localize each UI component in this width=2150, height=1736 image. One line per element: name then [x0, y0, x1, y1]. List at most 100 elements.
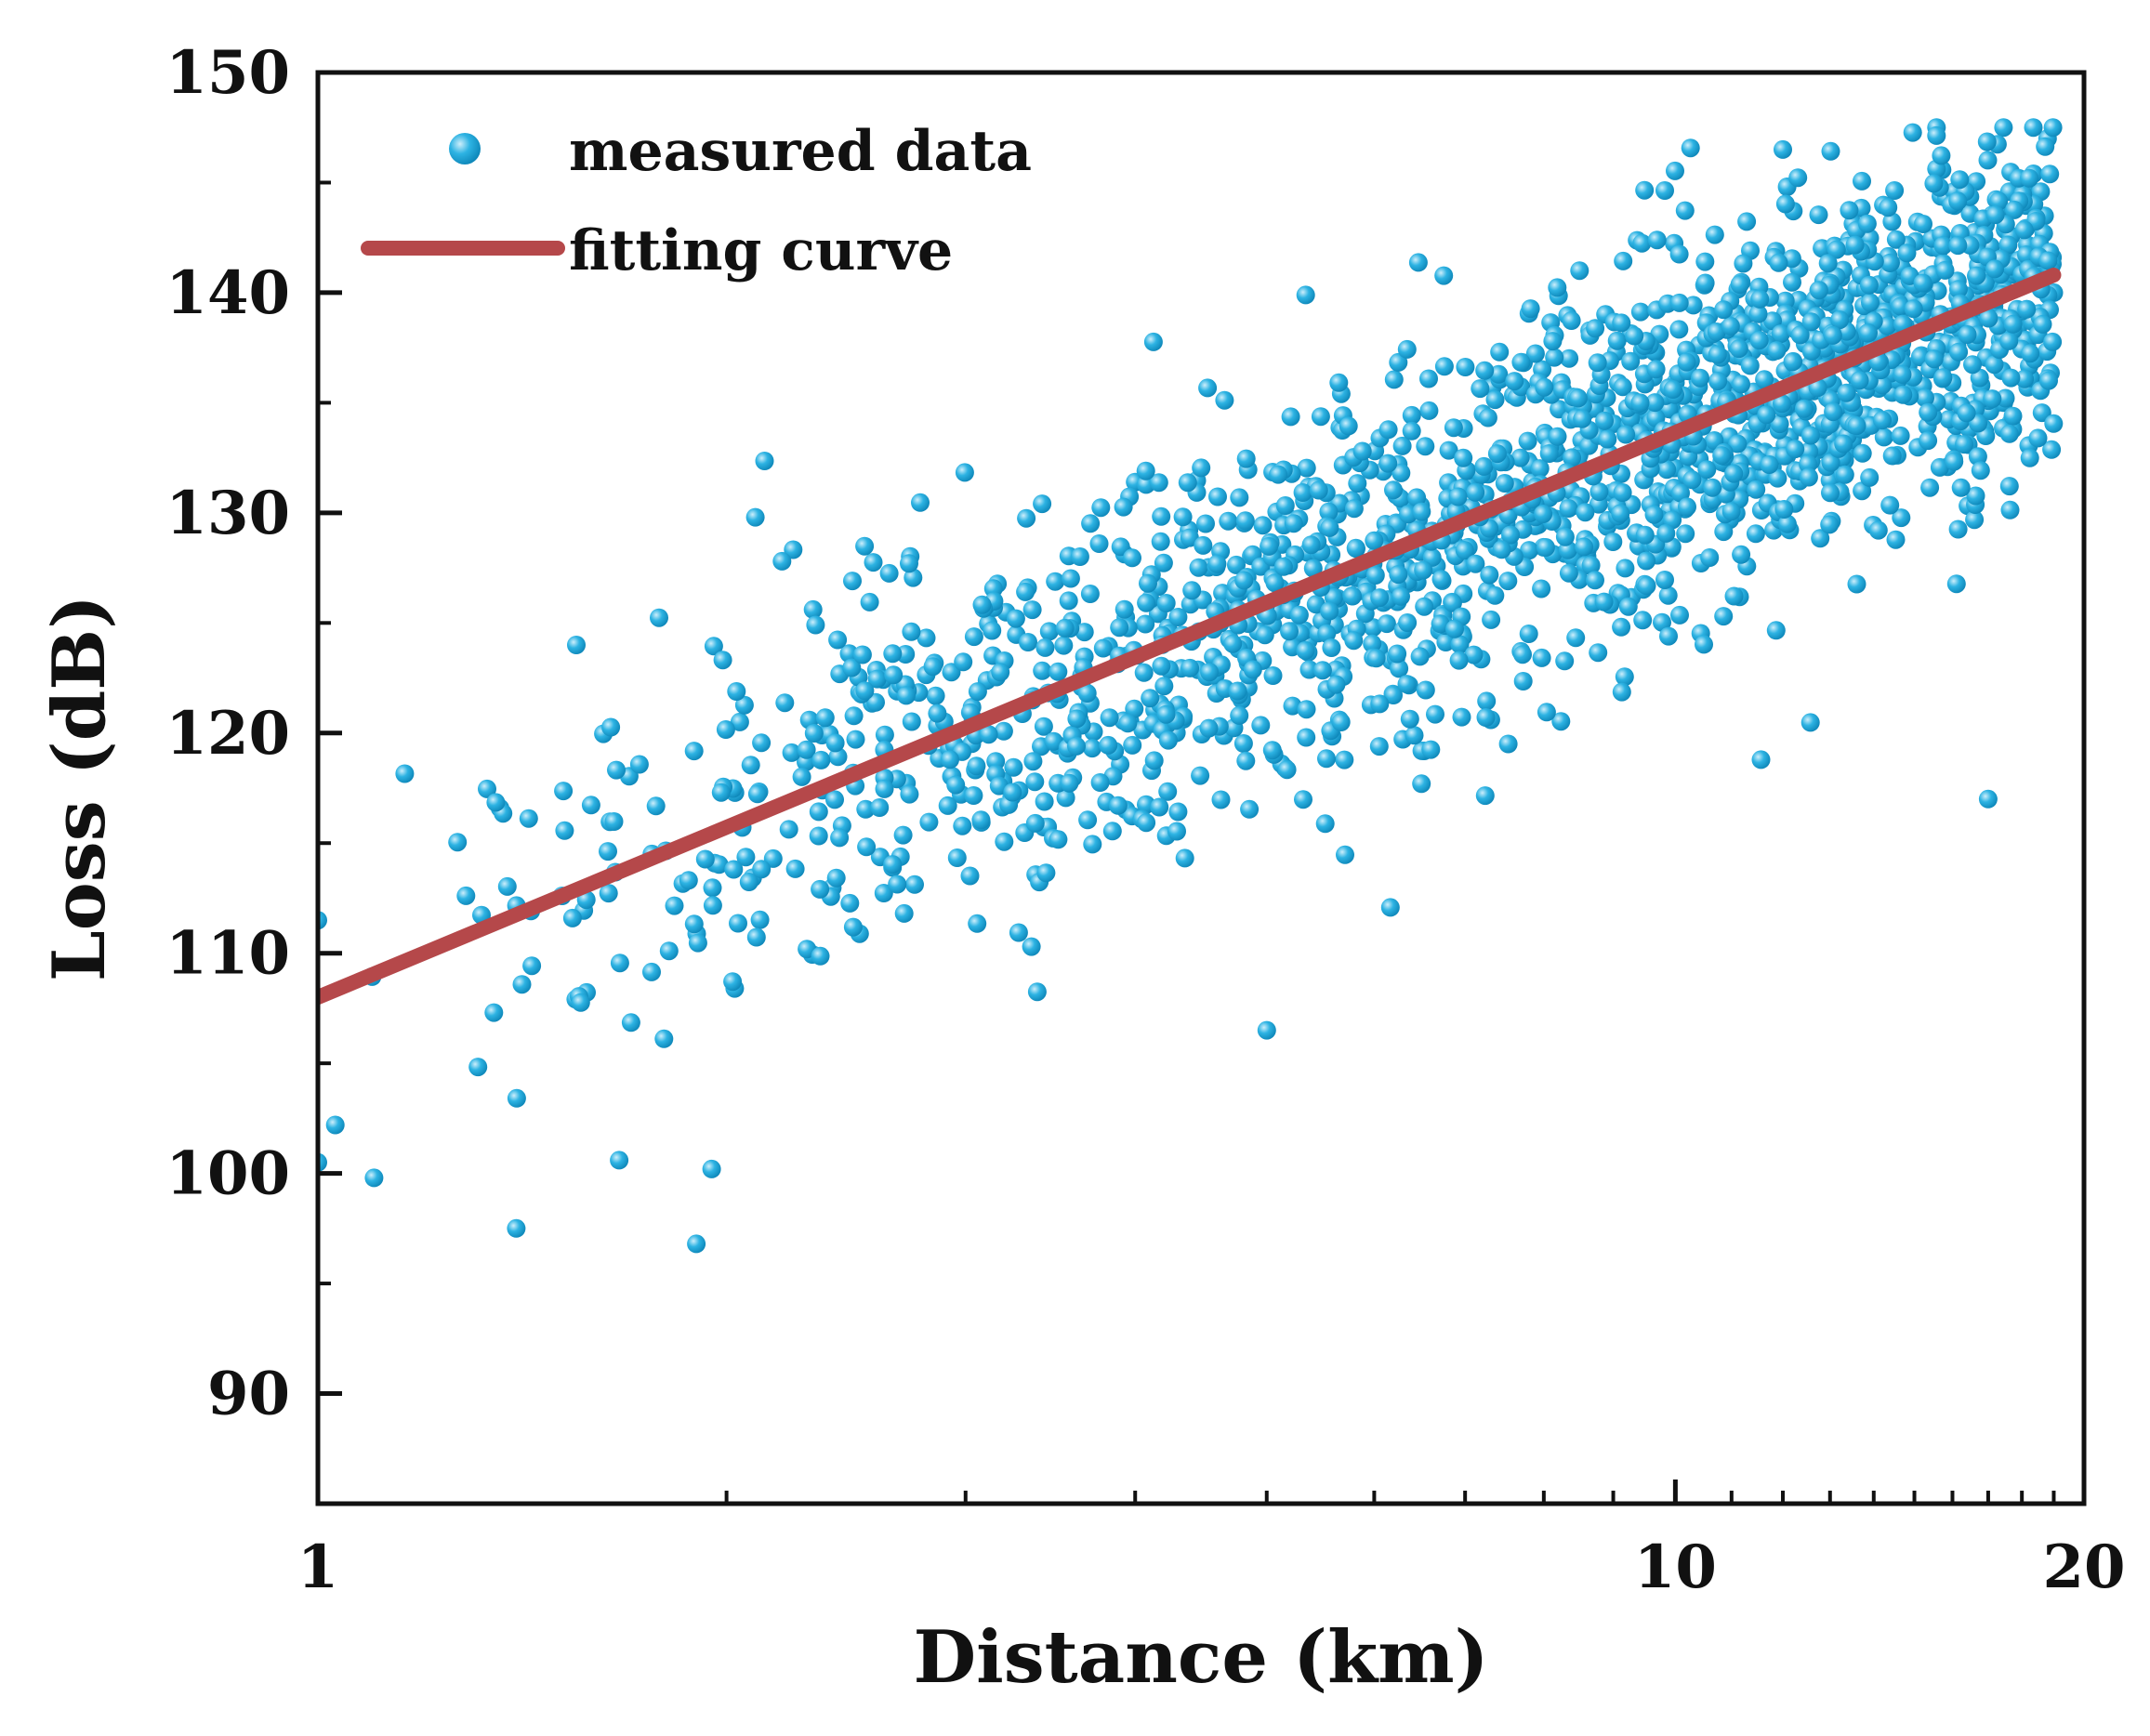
data-point [1951, 478, 1971, 497]
data-point [1734, 254, 1753, 273]
data-point [1946, 574, 1966, 594]
data-point [1935, 260, 1955, 280]
data-point [1691, 368, 1709, 388]
data-point [1625, 326, 1644, 346]
data-point [1948, 519, 1968, 539]
data-point [1474, 456, 1494, 476]
data-point [1645, 393, 1665, 413]
data-point [1049, 830, 1068, 849]
data-point [1985, 259, 2004, 279]
data-point [581, 796, 600, 815]
data-point [1004, 757, 1023, 777]
data-point [650, 608, 668, 627]
data-point [1211, 790, 1231, 809]
data-point [646, 796, 666, 816]
data-point [1681, 138, 1700, 158]
data-point [1352, 441, 1372, 461]
data-point [1511, 352, 1531, 372]
data-point [642, 962, 661, 981]
data-point [1035, 792, 1054, 811]
data-point [497, 876, 517, 896]
data-point [1089, 534, 1109, 553]
data-point [1588, 353, 1607, 373]
data-point [1475, 786, 1495, 806]
data-point [1067, 736, 1086, 756]
data-point [911, 493, 930, 512]
data-point [846, 730, 865, 749]
data-point [1315, 814, 1335, 834]
data-point [1081, 514, 1101, 533]
data-point [1963, 355, 1982, 375]
data-point [994, 721, 1013, 741]
data-point [1100, 708, 1119, 728]
data-point [730, 712, 749, 731]
data-point [968, 682, 987, 702]
data-point [1443, 593, 1462, 612]
data-point [2028, 428, 2048, 448]
data-point [1611, 504, 1630, 523]
data-point [1724, 586, 1744, 606]
data-point [1811, 529, 1830, 548]
data-point [894, 903, 914, 923]
data-point [1336, 845, 1354, 864]
data-point [1296, 285, 1315, 305]
data-point [1320, 518, 1339, 537]
data-point [1152, 656, 1171, 676]
data-point [1477, 691, 1497, 711]
data-point [1714, 607, 1734, 626]
data-point [1480, 565, 1499, 585]
data-point [1137, 813, 1156, 833]
data-point [1466, 482, 1485, 502]
data-point [1749, 331, 1769, 350]
data-point [1192, 458, 1211, 478]
data-point [711, 783, 731, 802]
data-point [1099, 735, 1118, 755]
data-point [1444, 418, 1463, 438]
data-point [1219, 511, 1238, 531]
data-point [1223, 634, 1243, 653]
data-point [745, 507, 765, 527]
data-point [752, 733, 772, 753]
data-point [1630, 393, 1650, 413]
data-point [1363, 634, 1382, 653]
data-point [1389, 352, 1408, 372]
data-point [1830, 310, 1850, 330]
data-point [507, 1088, 526, 1108]
data-point [1168, 802, 1188, 822]
data-point [1728, 434, 1748, 454]
data-point [941, 750, 959, 769]
data-point [1788, 168, 1808, 188]
data-point [1774, 500, 1794, 519]
data-point [1548, 427, 1567, 446]
data-point [870, 798, 890, 817]
data-point [828, 630, 848, 650]
data-point [1770, 414, 1789, 434]
data-point [1637, 576, 1656, 596]
data-point [809, 826, 828, 846]
data-point [601, 717, 621, 737]
data-point [1402, 421, 1421, 441]
data-point [1979, 309, 1998, 328]
data-point [1025, 772, 1045, 792]
data-point [1612, 617, 1631, 637]
data-point [1598, 429, 1617, 449]
data-point [1464, 645, 1484, 664]
data-point [1482, 610, 1501, 629]
data-point [2036, 137, 2055, 156]
data-point [1320, 601, 1339, 621]
x-axis-title: Distance (km) [913, 1615, 1488, 1700]
data-point [1033, 661, 1052, 680]
data-point [1067, 709, 1087, 729]
data-point [1006, 609, 1025, 628]
data-point [1378, 454, 1398, 473]
data-point [1595, 411, 1615, 430]
data-point [1439, 441, 1458, 460]
data-point [1326, 675, 1346, 694]
data-point [1455, 541, 1474, 560]
data-point [1114, 497, 1133, 517]
data-point [1263, 666, 1283, 685]
data-point [792, 767, 811, 786]
data-point [1475, 361, 1495, 380]
data-point [1845, 235, 1865, 255]
data-point [1370, 588, 1390, 608]
